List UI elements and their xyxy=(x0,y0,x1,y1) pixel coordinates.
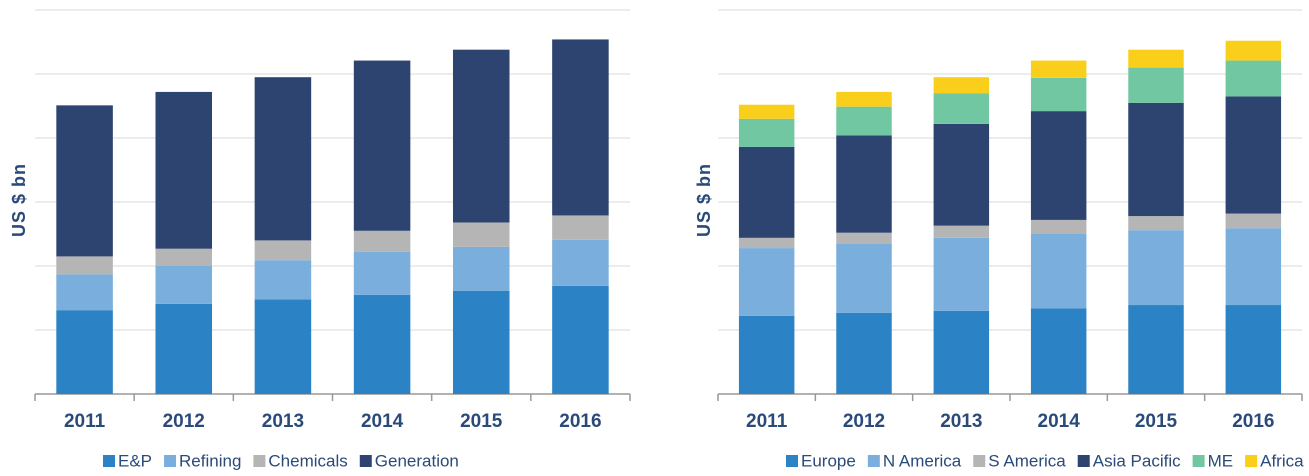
bar-segment xyxy=(1225,305,1282,394)
legend-label: Chemicals xyxy=(268,451,347,470)
bar-segment xyxy=(836,106,892,136)
bar-segment xyxy=(1128,49,1184,68)
bar-segment xyxy=(1225,213,1282,229)
bar-segment xyxy=(353,251,411,295)
x-tick-label: 2014 xyxy=(1038,411,1081,432)
bar-segment xyxy=(552,239,609,286)
bar-segment xyxy=(552,285,609,394)
bar-segment xyxy=(933,123,990,226)
bar-segment xyxy=(254,299,312,394)
bar-segment xyxy=(1030,308,1087,394)
legend-label: ME xyxy=(1208,451,1234,470)
bar-segment xyxy=(1225,228,1282,306)
bar-segment xyxy=(56,256,113,275)
bar-segment xyxy=(1030,219,1087,234)
bar-segment xyxy=(452,49,510,223)
bar-segment xyxy=(933,225,990,238)
bar-segment xyxy=(1128,67,1184,103)
legend-label: Africa xyxy=(1260,451,1304,470)
bar-segment xyxy=(933,237,990,311)
bar-segment xyxy=(933,93,990,124)
legend-swatch xyxy=(359,455,372,467)
bar-segment xyxy=(933,310,990,394)
x-tick-label: 2012 xyxy=(163,411,205,432)
bar-segment xyxy=(56,310,113,394)
bar-segment xyxy=(155,303,213,394)
x-tick-label: 2012 xyxy=(843,411,885,432)
x-tick-label: 2015 xyxy=(1135,411,1178,432)
bar-segment xyxy=(1128,230,1184,306)
legend-swatch xyxy=(867,455,880,467)
bar-segment xyxy=(353,230,411,252)
legend-label: Asia Pacific xyxy=(1093,451,1181,470)
bar-segment xyxy=(836,232,892,244)
bar-segment xyxy=(452,246,510,291)
x-tick-label: 2015 xyxy=(460,411,503,432)
y-axis-label: US $ bn xyxy=(9,163,29,237)
x-tick-label: 2014 xyxy=(361,411,404,432)
bar-segment xyxy=(836,91,892,107)
legend-label: N America xyxy=(883,451,962,470)
bar-segment xyxy=(1030,234,1087,309)
bar-segment xyxy=(1225,60,1282,97)
legend-swatch xyxy=(1077,455,1090,467)
bar-segment xyxy=(1030,60,1087,78)
x-tick-label: 2016 xyxy=(559,411,601,432)
legend-swatch xyxy=(103,455,115,467)
bar-segment xyxy=(738,146,795,238)
x-tick-label: 2013 xyxy=(940,411,982,432)
bar-segment xyxy=(452,222,510,247)
legend-label: Generation xyxy=(375,451,459,470)
x-tick-label: 2013 xyxy=(262,411,304,432)
bar-segment xyxy=(738,315,795,394)
bar-segment xyxy=(353,294,411,394)
bar-segment xyxy=(56,274,113,311)
bar-segment xyxy=(1030,111,1087,220)
legend-label: Refining xyxy=(179,451,241,470)
bar-segment xyxy=(738,237,795,249)
bar-segment xyxy=(56,105,113,257)
legend-swatch xyxy=(164,455,177,467)
bar-segment xyxy=(452,290,510,394)
legend-swatch xyxy=(973,455,986,467)
bar-segment xyxy=(254,260,312,300)
bar-segment xyxy=(738,118,795,147)
bar-segment xyxy=(836,312,892,394)
bar-segment xyxy=(836,135,892,233)
bar-segment xyxy=(836,243,892,313)
x-tick-label: 2011 xyxy=(746,411,788,432)
bar-segment xyxy=(254,77,312,241)
bar-segment xyxy=(1225,96,1282,214)
x-tick-label: 2011 xyxy=(64,411,106,432)
legend-swatch xyxy=(786,455,798,467)
bar-segment xyxy=(1030,77,1087,112)
bar-segment xyxy=(353,60,411,231)
bar-segment xyxy=(738,248,795,316)
bar-segment xyxy=(1128,102,1184,217)
bar-segment xyxy=(738,104,795,119)
legend-swatch xyxy=(253,455,266,467)
bar-segment xyxy=(552,215,609,240)
legend-swatch xyxy=(1192,455,1205,467)
legend-swatch xyxy=(1245,455,1258,467)
legend-label: Europe xyxy=(801,451,856,470)
bar-segment xyxy=(155,248,213,266)
bar-segment xyxy=(933,77,990,94)
bar-segment xyxy=(552,39,609,216)
bar-segment xyxy=(1128,305,1184,394)
bar-segment xyxy=(1225,40,1282,61)
bar-segment xyxy=(155,91,213,249)
bar-segment xyxy=(254,240,312,261)
x-tick-label: 2016 xyxy=(1232,411,1274,432)
y-axis-label: US $ bn xyxy=(694,163,714,237)
legend-label: E&P xyxy=(118,451,152,470)
bar-segment xyxy=(155,266,213,304)
legend-label: S America xyxy=(988,451,1066,470)
bar-segment xyxy=(1128,216,1184,231)
